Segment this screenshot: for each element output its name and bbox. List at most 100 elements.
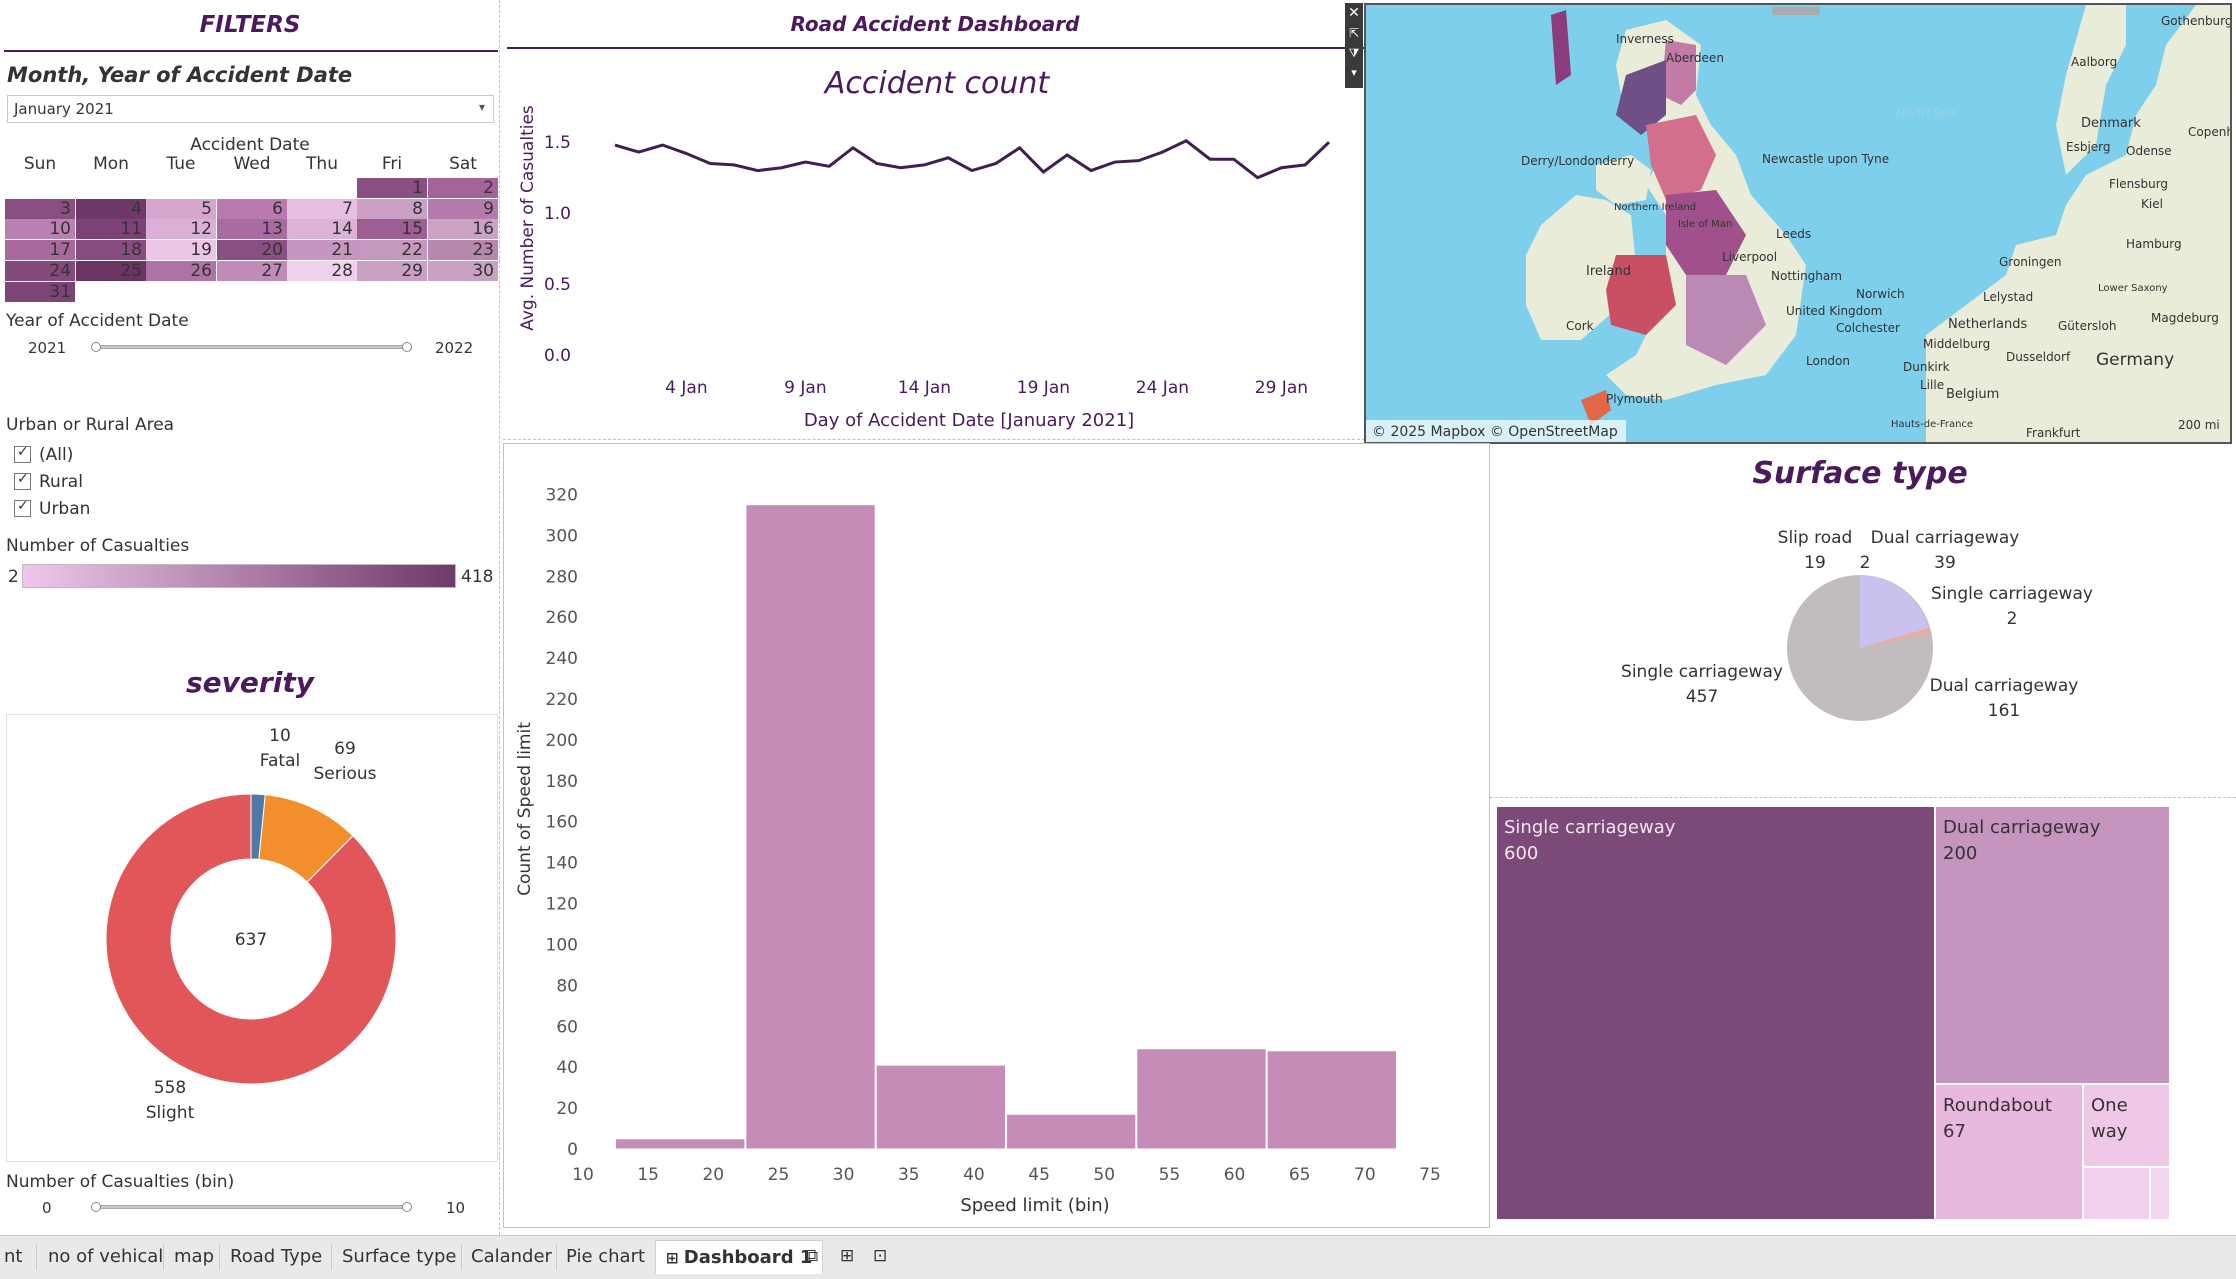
calendar-day[interactable]: 16 bbox=[428, 219, 498, 240]
calendar-day[interactable]: 29 bbox=[357, 260, 427, 281]
calendar-day[interactable]: 3 bbox=[5, 198, 75, 219]
treemap-cell-small-1[interactable] bbox=[2084, 1168, 2150, 1219]
tab-pie-chart[interactable]: Pie chart bbox=[566, 1246, 646, 1267]
region-north-england bbox=[1646, 115, 1716, 200]
calendar-day[interactable]: 2 bbox=[428, 178, 498, 198]
area-option-rural[interactable]: Rural bbox=[14, 471, 83, 492]
calendar-day[interactable]: 25 bbox=[76, 260, 146, 281]
histogram-xtick: 30 bbox=[833, 1165, 855, 1185]
calendar-day[interactable]: 13 bbox=[217, 219, 287, 240]
calendar-day[interactable]: 1 bbox=[357, 178, 427, 198]
treemap-cell-dual-carriageway[interactable]: Dual carriageway 200 bbox=[1936, 807, 2169, 1084]
year-slider-track[interactable] bbox=[95, 345, 410, 349]
histogram-ytick: 280 bbox=[546, 567, 578, 587]
bin-slider-knob-min[interactable] bbox=[91, 1202, 101, 1212]
checkbox-icon[interactable] bbox=[14, 498, 31, 517]
calendar-day[interactable]: 7 bbox=[287, 198, 357, 219]
casualties-max: 418 bbox=[461, 567, 494, 587]
calendar-day[interactable]: 10 bbox=[5, 219, 75, 240]
treemap-cell-roundabout[interactable]: Roundabout 67 bbox=[1936, 1085, 2083, 1219]
year-slider-knob-min[interactable] bbox=[91, 342, 101, 352]
casualties-label: Number of Casualties bbox=[6, 536, 190, 556]
histogram-bar[interactable] bbox=[1006, 1113, 1137, 1150]
pie-slice-dual-carriageway[interactable] bbox=[1860, 575, 1929, 648]
filter-icon[interactable]: ⧩ bbox=[1348, 46, 1360, 60]
calendar-day[interactable]: 27 bbox=[217, 260, 287, 281]
calendar-day[interactable]: 4 bbox=[76, 198, 146, 219]
treemap-name: Dual carriageway bbox=[1943, 817, 2101, 838]
line-chart-svg: Accident count Avg. Number of Casualties… bbox=[518, 66, 1331, 431]
calendar-day[interactable]: 14 bbox=[287, 219, 357, 240]
calendar-day[interactable]: 12 bbox=[146, 219, 216, 240]
slight-name-label: Slight bbox=[146, 1103, 195, 1123]
calendar-day[interactable]: 31 bbox=[5, 281, 75, 302]
expand-icon[interactable]: ⇱ bbox=[1348, 26, 1360, 40]
histogram-bar[interactable] bbox=[615, 1138, 746, 1150]
new-worksheet-icon[interactable]: ⧉ bbox=[806, 1246, 819, 1266]
calendar-day[interactable]: 18 bbox=[76, 240, 146, 261]
histogram-bar[interactable] bbox=[745, 504, 876, 1150]
tab-nt[interactable]: nt bbox=[4, 1246, 23, 1267]
map-drag-handle[interactable] bbox=[1772, 7, 1820, 15]
tab-calander[interactable]: Calander bbox=[471, 1246, 552, 1267]
bin-slider-track[interactable] bbox=[95, 1205, 410, 1209]
map-label-groningen: Groningen bbox=[1999, 255, 2061, 269]
new-story-icon[interactable]: ⊡ bbox=[873, 1246, 888, 1266]
treemap-cell-one-way[interactable]: One way bbox=[2084, 1085, 2169, 1167]
calendar-day[interactable]: 5 bbox=[146, 198, 216, 219]
close-icon[interactable]: ✕ bbox=[1348, 5, 1360, 21]
treemap-cell-small-2[interactable] bbox=[2151, 1168, 2169, 1219]
histogram-ytick: 320 bbox=[546, 485, 578, 505]
calendar-day[interactable]: 8 bbox=[357, 198, 427, 219]
calendar-day[interactable]: 28 bbox=[287, 260, 357, 281]
new-dashboard-icon[interactable]: ⊞ bbox=[840, 1246, 855, 1266]
histogram-xtick: 45 bbox=[1028, 1165, 1050, 1185]
year-slider-knob-max[interactable] bbox=[402, 342, 412, 352]
calendar-day[interactable]: 26 bbox=[146, 260, 216, 281]
checkbox-icon[interactable] bbox=[14, 471, 31, 490]
calendar-day[interactable]: 6 bbox=[217, 198, 287, 219]
area-option-urban[interactable]: Urban bbox=[14, 498, 90, 519]
casualties-color-legend bbox=[22, 564, 456, 588]
map-view[interactable]: Inverness Aberdeen North Sea Derry/Londo… bbox=[1364, 3, 2232, 444]
calendar-day[interactable]: 9 bbox=[428, 198, 498, 219]
histogram-bar[interactable] bbox=[1136, 1048, 1267, 1150]
pie-label-slip-road: Slip road bbox=[1778, 528, 1853, 548]
tab-no-of-vehical[interactable]: no of vehical bbox=[48, 1246, 164, 1267]
calendar-day[interactable]: 20 bbox=[217, 240, 287, 261]
histogram-ytick: 20 bbox=[556, 1099, 578, 1119]
histogram-bar[interactable] bbox=[1266, 1050, 1397, 1150]
month-year-dropdown[interactable]: January 2021 ▾ bbox=[7, 95, 494, 123]
histogram-xlabel: Speed limit (bin) bbox=[960, 1195, 1109, 1216]
calendar-weekday: Sat bbox=[449, 154, 477, 174]
calendar-day[interactable]: 17 bbox=[5, 240, 75, 261]
tab-dashboard-1[interactable]: ⊞ Dashboard 1 bbox=[655, 1240, 824, 1274]
pie-label-single-2: Single carriageway bbox=[1621, 662, 1783, 682]
calendar-day[interactable]: 22 bbox=[357, 240, 427, 261]
area-option-all[interactable]: (All) bbox=[14, 444, 73, 465]
calendar-day[interactable]: 23 bbox=[428, 240, 498, 261]
treemap-cell-single-carriageway[interactable]: Single carriageway 600 bbox=[1497, 807, 1935, 1219]
pie-slice-slip-road[interactable] bbox=[1860, 628, 1930, 648]
calendar-day[interactable]: 11 bbox=[76, 219, 146, 240]
tab-surface-type[interactable]: Surface type bbox=[342, 1246, 457, 1267]
chevron-down-icon[interactable]: ▾ bbox=[478, 100, 485, 114]
line-xtick: 9 Jan bbox=[784, 378, 826, 398]
map-label-hamburg: Hamburg bbox=[2126, 237, 2182, 251]
calendar-day[interactable]: 15 bbox=[357, 219, 427, 240]
map-attribution: © 2025 Mapbox © OpenStreetMap bbox=[1372, 424, 1618, 440]
calendar-day[interactable]: 21 bbox=[287, 240, 357, 261]
tab-road-type[interactable]: Road Type bbox=[230, 1246, 323, 1267]
casualties-bin-label: Number of Casualties (bin) bbox=[6, 1172, 235, 1192]
more-options-icon[interactable]: ▾ bbox=[1351, 66, 1357, 79]
donut-slice-slight[interactable] bbox=[105, 793, 397, 1085]
bin-slider-knob-max[interactable] bbox=[402, 1202, 412, 1212]
calendar-day[interactable]: 19 bbox=[146, 240, 216, 261]
calendar-day[interactable]: 30 bbox=[428, 260, 498, 281]
tab-map[interactable]: map bbox=[174, 1246, 214, 1267]
treemap-value: 67 bbox=[1943, 1121, 1966, 1142]
histogram-bar[interactable] bbox=[875, 1064, 1007, 1150]
map-label-netherlands: Netherlands bbox=[1948, 317, 2027, 332]
checkbox-icon[interactable] bbox=[14, 444, 31, 463]
calendar-day[interactable]: 24 bbox=[5, 260, 75, 281]
